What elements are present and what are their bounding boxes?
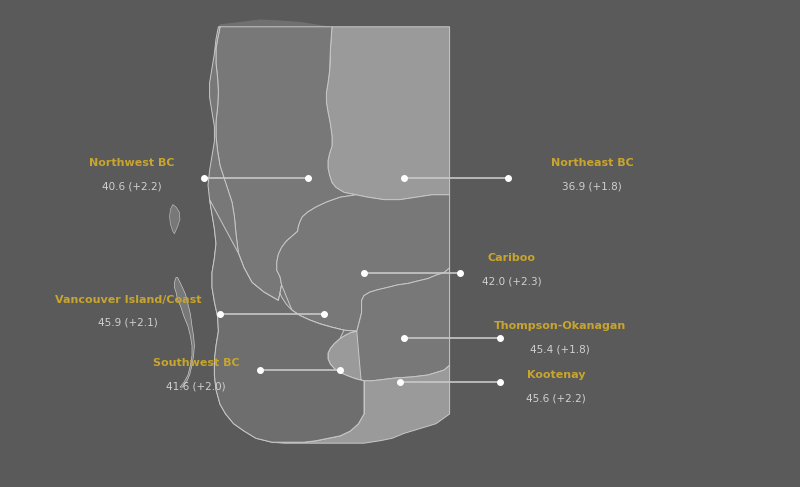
Text: Northeast BC: Northeast BC [550,158,634,168]
Polygon shape [277,195,450,331]
Polygon shape [210,200,364,442]
Text: 45.4 (+1.8): 45.4 (+1.8) [530,345,590,355]
Polygon shape [326,27,450,200]
Text: Thompson-Okanagan: Thompson-Okanagan [494,321,626,331]
Text: 42.0 (+2.3): 42.0 (+2.3) [482,277,542,286]
Text: Vancouver Island/Coast: Vancouver Island/Coast [54,295,202,304]
Polygon shape [272,331,450,443]
Text: Southwest BC: Southwest BC [153,358,239,368]
Text: 41.6 (+2.0): 41.6 (+2.0) [166,381,226,391]
Text: 45.6 (+2.2): 45.6 (+2.2) [526,393,586,403]
Text: 40.6 (+2.2): 40.6 (+2.2) [102,182,162,191]
Text: 45.9 (+2.1): 45.9 (+2.1) [98,318,158,328]
Text: Kootenay: Kootenay [526,370,586,380]
Polygon shape [170,205,180,234]
Text: Cariboo: Cariboo [488,253,536,263]
Polygon shape [216,27,356,300]
Text: Northwest BC: Northwest BC [90,158,174,168]
Polygon shape [174,278,194,387]
Text: 36.9 (+1.8): 36.9 (+1.8) [562,182,622,191]
Polygon shape [328,268,450,381]
Polygon shape [208,27,364,442]
Polygon shape [208,19,450,443]
